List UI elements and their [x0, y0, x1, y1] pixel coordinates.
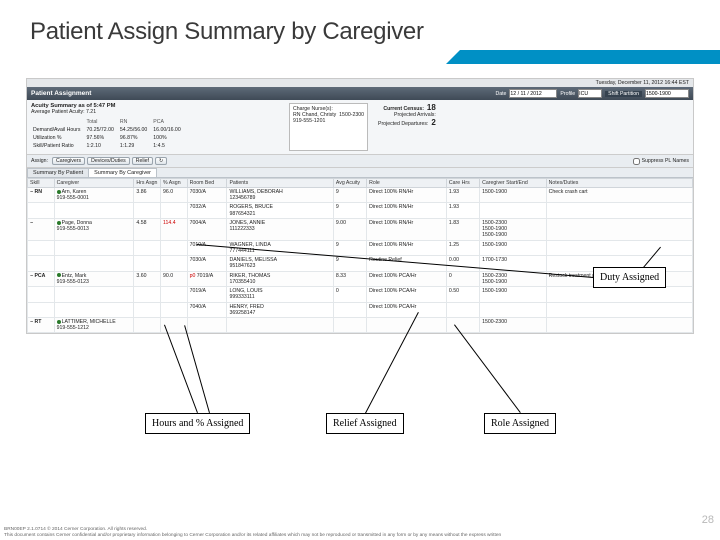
caregiver-grid: Skill Caregiver Hrs Asgn % Asgn Room Bed… — [27, 178, 693, 333]
caregivers-button[interactable]: Caregivers — [52, 157, 85, 165]
table-row[interactable]: − RTLATTIMER, MICHELLE919-555-12121500-2… — [28, 317, 693, 332]
page-number: 28 — [702, 514, 714, 526]
table-row[interactable]: 7010/AWAGNER, LINDA7774441119Direct 100%… — [28, 240, 693, 255]
profile-input[interactable] — [578, 89, 602, 98]
callout-relief: Relief Assigned — [326, 413, 404, 434]
table-row[interactable]: 7040/AHENRY, FRED369258147Direct 100% PC… — [28, 302, 693, 317]
profile-label: Profile — [560, 91, 575, 97]
panel-title: Patient Assignment — [31, 90, 495, 97]
accent-bar — [460, 50, 720, 64]
callout-duty: Duty Assigned — [593, 267, 666, 288]
slide-title: Patient Assign Summary by Caregiver — [30, 18, 690, 46]
suppress-checkbox[interactable] — [633, 158, 640, 165]
charge-nurse-box: Charge Nurse(s): RN Chand, Christy 1500-… — [289, 103, 368, 151]
table-row[interactable]: − Page, Donna919-555-00134.58114.47004/A… — [28, 218, 693, 240]
acuity-subheading: Average Patient Acuity: 7.21 — [31, 109, 281, 115]
app-window: Tuesday, December 11, 2012 16:44 EST Pat… — [26, 78, 694, 334]
table-row[interactable]: 7019/ALONG, LOUIS9993331110Direct 100% P… — [28, 287, 693, 302]
date-label: Date — [495, 91, 506, 97]
tab-by-caregiver[interactable]: Summary By Caregiver — [88, 168, 157, 177]
suppress-label: Suppress PL Names — [642, 158, 689, 164]
shift-input[interactable] — [645, 89, 689, 98]
callout-hours: Hours and % Assigned — [145, 413, 250, 434]
assign-label: Assign: — [31, 158, 48, 164]
census-box: Current Census: 18 Projected Arrivals: P… — [378, 103, 436, 151]
datetime-bar: Tuesday, December 11, 2012 16:44 EST — [27, 79, 693, 87]
table-row[interactable]: − RNArn, Karen919-555-00013.8696.07030/A… — [28, 188, 693, 203]
table-row[interactable]: 7032/AROGERS, BRUCE9876543219Direct 100%… — [28, 203, 693, 218]
date-input[interactable] — [509, 89, 557, 98]
tab-by-patient[interactable]: Summary By Patient — [27, 168, 89, 177]
callout-role: Role Assigned — [484, 413, 556, 434]
shift-label: Shift Partition — [605, 91, 642, 97]
refresh-icon[interactable]: ↻ — [155, 157, 167, 165]
relief-button[interactable]: Relief — [132, 157, 153, 165]
footer-legal: BRN00EP 2.1.0714 © 2014 Cerner Corporati… — [4, 527, 716, 538]
panel-header: Patient Assignment Date Profile Shift Pa… — [27, 87, 693, 100]
devices-button[interactable]: Devices/Duties — [87, 157, 130, 165]
acuity-metrics: TotalRNPCA Demand/Avail Hours70.25/72.00… — [31, 117, 187, 151]
